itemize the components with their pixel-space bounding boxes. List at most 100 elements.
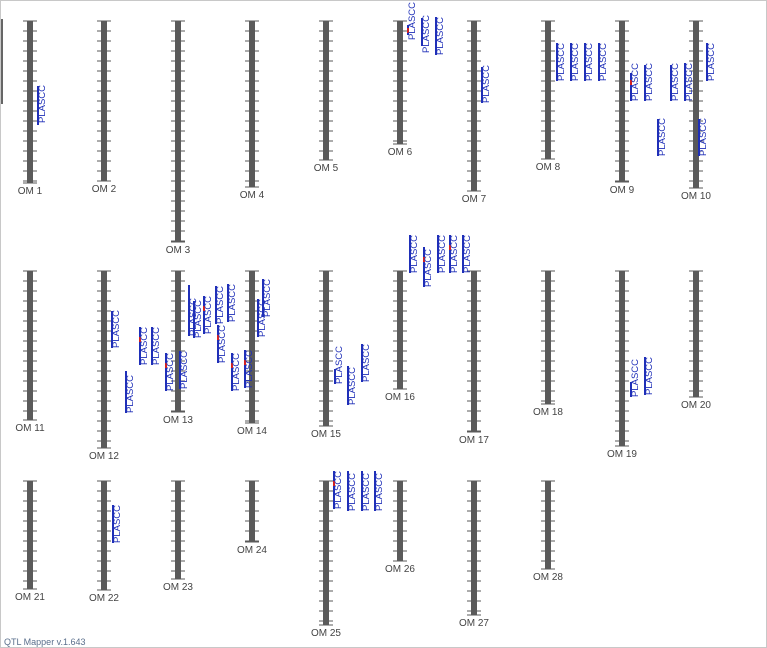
chromosome-label: OM 25 — [311, 628, 341, 637]
qtl-interval — [361, 471, 363, 511]
chromosome-bar — [27, 271, 33, 420]
qtl-interval — [598, 43, 600, 81]
qtl-label: PLASCC — [437, 235, 448, 273]
qtl-label: PLASCC — [262, 279, 273, 317]
qtl-interval — [684, 63, 686, 101]
chromosome-label: OM 27 — [459, 618, 489, 629]
qtl-interval — [111, 311, 113, 348]
qtl-label: PLASCC — [179, 351, 190, 389]
chromosome-label: OM 24 — [237, 545, 267, 556]
qtl-label: PLASCC — [231, 353, 242, 391]
qtl-label: PLASCC — [374, 473, 385, 511]
chromosome-label: OM 1 — [18, 186, 43, 197]
qtl-label: PLASCC — [165, 353, 176, 391]
qtl-interval — [409, 235, 411, 273]
chromosome-label: OM 23 — [163, 582, 193, 593]
qtl-label: PLASCC — [598, 43, 609, 81]
qtl-interval — [215, 286, 217, 324]
qtl-label: PLASCC — [706, 43, 717, 81]
chromosome-bar — [693, 271, 699, 397]
qtl-peak — [449, 245, 451, 250]
qtl-label: PLASCC — [361, 344, 372, 382]
chromosome-bar — [323, 271, 329, 426]
qtl-label: PLASCC — [584, 43, 595, 81]
chromosome-label: OM 14 — [237, 426, 267, 437]
chromosome-bar — [323, 481, 329, 625]
chromosome-label: OM 8 — [536, 162, 561, 173]
chromosome-label: OM 19 — [607, 449, 637, 460]
chromosome-bar — [397, 21, 403, 144]
qtl-interval — [203, 296, 205, 334]
qtl-label: PLASCC — [481, 65, 492, 103]
chromosome-bar — [545, 271, 551, 404]
qtl-label: PLASCC — [570, 43, 581, 81]
qtl-peak — [423, 257, 425, 262]
qtl-label: PLASCC — [347, 367, 358, 405]
chromosome-label: OM 6 — [388, 147, 413, 158]
qtl-label: PLASCC — [698, 118, 709, 156]
qtl-peak — [407, 28, 409, 33]
qtl-peak — [165, 363, 167, 368]
qtl-label: PLASCC — [37, 85, 48, 123]
qtl-peak — [630, 80, 632, 85]
chromosome-label: OM 22 — [89, 593, 119, 604]
chromosome-label: OM 20 — [681, 400, 711, 411]
qtl-label: PLASCC — [333, 471, 344, 509]
qtl-interval — [188, 285, 190, 336]
qtl-label: PLASCC — [644, 63, 655, 101]
chromosome-bar — [693, 21, 699, 188]
qtl-peak — [231, 363, 233, 368]
qtl-label: PLASCC — [193, 300, 204, 338]
chromosome-bar — [545, 481, 551, 569]
qtl-interval — [333, 471, 335, 509]
qtl-label: PLASCC — [657, 118, 668, 156]
qtl-interval — [217, 325, 219, 363]
qtl-label: PLASCC — [670, 63, 681, 101]
qtl-interval — [556, 43, 558, 81]
qtl-label: PLASCC — [644, 357, 655, 395]
qtl-interval — [257, 299, 259, 337]
chromosome-bar — [471, 21, 477, 191]
chromosome-label: OM 28 — [533, 572, 563, 583]
qtl-label: PLASCC — [151, 327, 162, 365]
qtl-peak — [244, 360, 246, 365]
qtl-label: PLASCC — [684, 63, 695, 101]
qtl-interval — [670, 65, 672, 101]
chromosome-bar — [471, 481, 477, 615]
qtl-label: PLASCC — [347, 473, 358, 511]
qtl-interval — [481, 67, 483, 103]
version-footer: QTL Mapper v.1.643 — [4, 637, 86, 647]
qtl-label: PLASCC — [462, 235, 473, 273]
qtl-label: PLASCC — [111, 310, 122, 348]
qtl-interval — [151, 327, 153, 365]
qtl-interval — [37, 86, 39, 125]
qtl-interval — [706, 43, 708, 81]
qtl-label: PLASCC — [203, 296, 214, 334]
chromosome-label: OM 11 — [15, 423, 45, 434]
qtl-interval — [165, 353, 167, 391]
qtl-peak — [217, 335, 219, 340]
chromosome-label: OM 10 — [681, 191, 711, 202]
chromosome-bar — [249, 271, 255, 423]
qtl-interval — [262, 279, 264, 317]
qtl-interval — [698, 119, 700, 156]
chromosome-label: OM 21 — [15, 592, 45, 603]
qtl-interval — [630, 382, 632, 397]
qtl-label: PLASCC — [435, 17, 446, 55]
qtl-label: PLASCC — [630, 359, 641, 397]
chromosome-label: OM 12 — [89, 451, 119, 462]
chromosome-label: OM 13 — [163, 415, 193, 426]
qtl-label: PLASCC — [139, 327, 150, 365]
qtl-interval — [347, 471, 349, 511]
chromosome-bar — [101, 481, 107, 590]
qtl-label: PLASCC — [215, 286, 226, 324]
chromosome-label: OM 16 — [385, 392, 415, 403]
qtl-interval — [657, 119, 659, 156]
qtl-interval — [244, 350, 246, 388]
qtl-label: PLASCC — [112, 505, 123, 543]
qtl-label: PLASCC — [361, 473, 372, 511]
qtl-label: PLASCC — [257, 299, 268, 337]
chromosome-bar — [175, 481, 181, 579]
chromosome-label: OM 7 — [462, 194, 487, 205]
